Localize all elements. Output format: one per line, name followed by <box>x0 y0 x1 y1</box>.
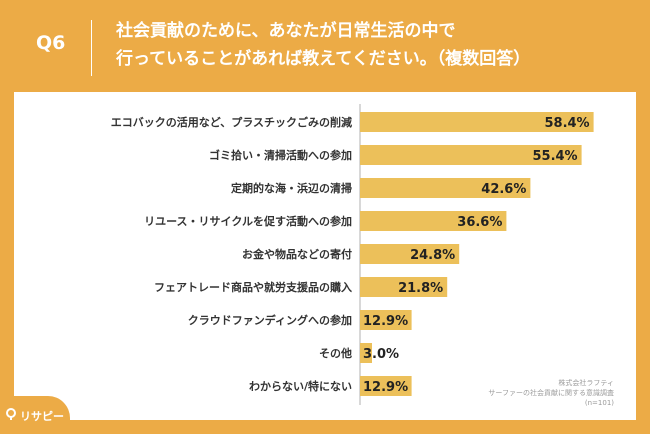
category-label: エコバックの活用など、プラスチックごみの削減 <box>111 115 352 129</box>
category-label: クラウドファンディングへの参加 <box>188 313 352 327</box>
category-label: リユース・リサイクルを促す活動への参加 <box>144 214 352 228</box>
category-label: わからない/特にない <box>249 379 352 393</box>
question-line-1: 社会貢献のために、あなたが日常生活の中で <box>116 21 456 41</box>
footnote-company: 株式会社ラフティ <box>558 379 614 387</box>
logo-text: リサピー <box>20 410 64 423</box>
bar <box>360 310 412 330</box>
header: Q6 社会貢献のために、あなたが日常生活の中で 行っていることがあれば教えてくだ… <box>0 0 650 92</box>
category-label: その他 <box>319 346 352 360</box>
bar-chart: エコバックの活用など、プラスチックごみの削減 58.4% ゴミ拾い・清掃活動への参加… <box>111 104 594 405</box>
footnote: 株式会社ラフティ サーファーの社会貢献に関する意識調査 (n=101) <box>488 378 614 408</box>
pin-icon <box>6 408 16 420</box>
value-label: 55.4% <box>532 149 577 164</box>
category-label: ゴミ拾い・清掃活動への参加 <box>209 148 352 162</box>
question-number: Q6 <box>36 32 66 54</box>
bar <box>360 178 531 198</box>
bar <box>360 112 594 132</box>
header-divider <box>91 20 92 76</box>
value-label: 3.0% <box>363 347 399 362</box>
category-label: フェアトレード商品や就労支援品の購入 <box>154 280 352 294</box>
value-label: 24.8% <box>410 248 455 263</box>
category-label: 定期的な海・浜辺の清掃 <box>231 181 352 195</box>
footnote-survey: サーファーの社会貢献に関する意識調査 <box>488 389 614 397</box>
value-label: 12.9% <box>363 314 408 329</box>
bar <box>360 145 582 165</box>
value-label: 42.6% <box>481 182 526 197</box>
question-line-2: 行っていることがあれば教えてください。（複数回答） <box>116 49 531 69</box>
bar <box>360 376 412 396</box>
bar <box>360 211 507 231</box>
brand-logo: リサピー <box>0 396 70 434</box>
value-label: 36.6% <box>457 215 502 230</box>
bar <box>360 244 460 264</box>
value-label: 12.9% <box>363 380 408 395</box>
category-label: お金や物品などの寄付 <box>242 247 352 261</box>
value-label: 21.8% <box>398 281 443 296</box>
bar <box>360 277 448 297</box>
chart-card: エコバックの活用など、プラスチックごみの削減 58.4% ゴミ拾い・清掃活動への参加… <box>14 92 636 420</box>
footnote-sample-size: (n=101) <box>584 399 614 407</box>
value-label: 58.4% <box>544 116 589 131</box>
question-text: 社会貢献のために、あなたが日常生活の中で 行っていることがあれば教えてください。… <box>116 17 530 73</box>
bar <box>360 343 372 363</box>
logo-background <box>0 396 70 434</box>
